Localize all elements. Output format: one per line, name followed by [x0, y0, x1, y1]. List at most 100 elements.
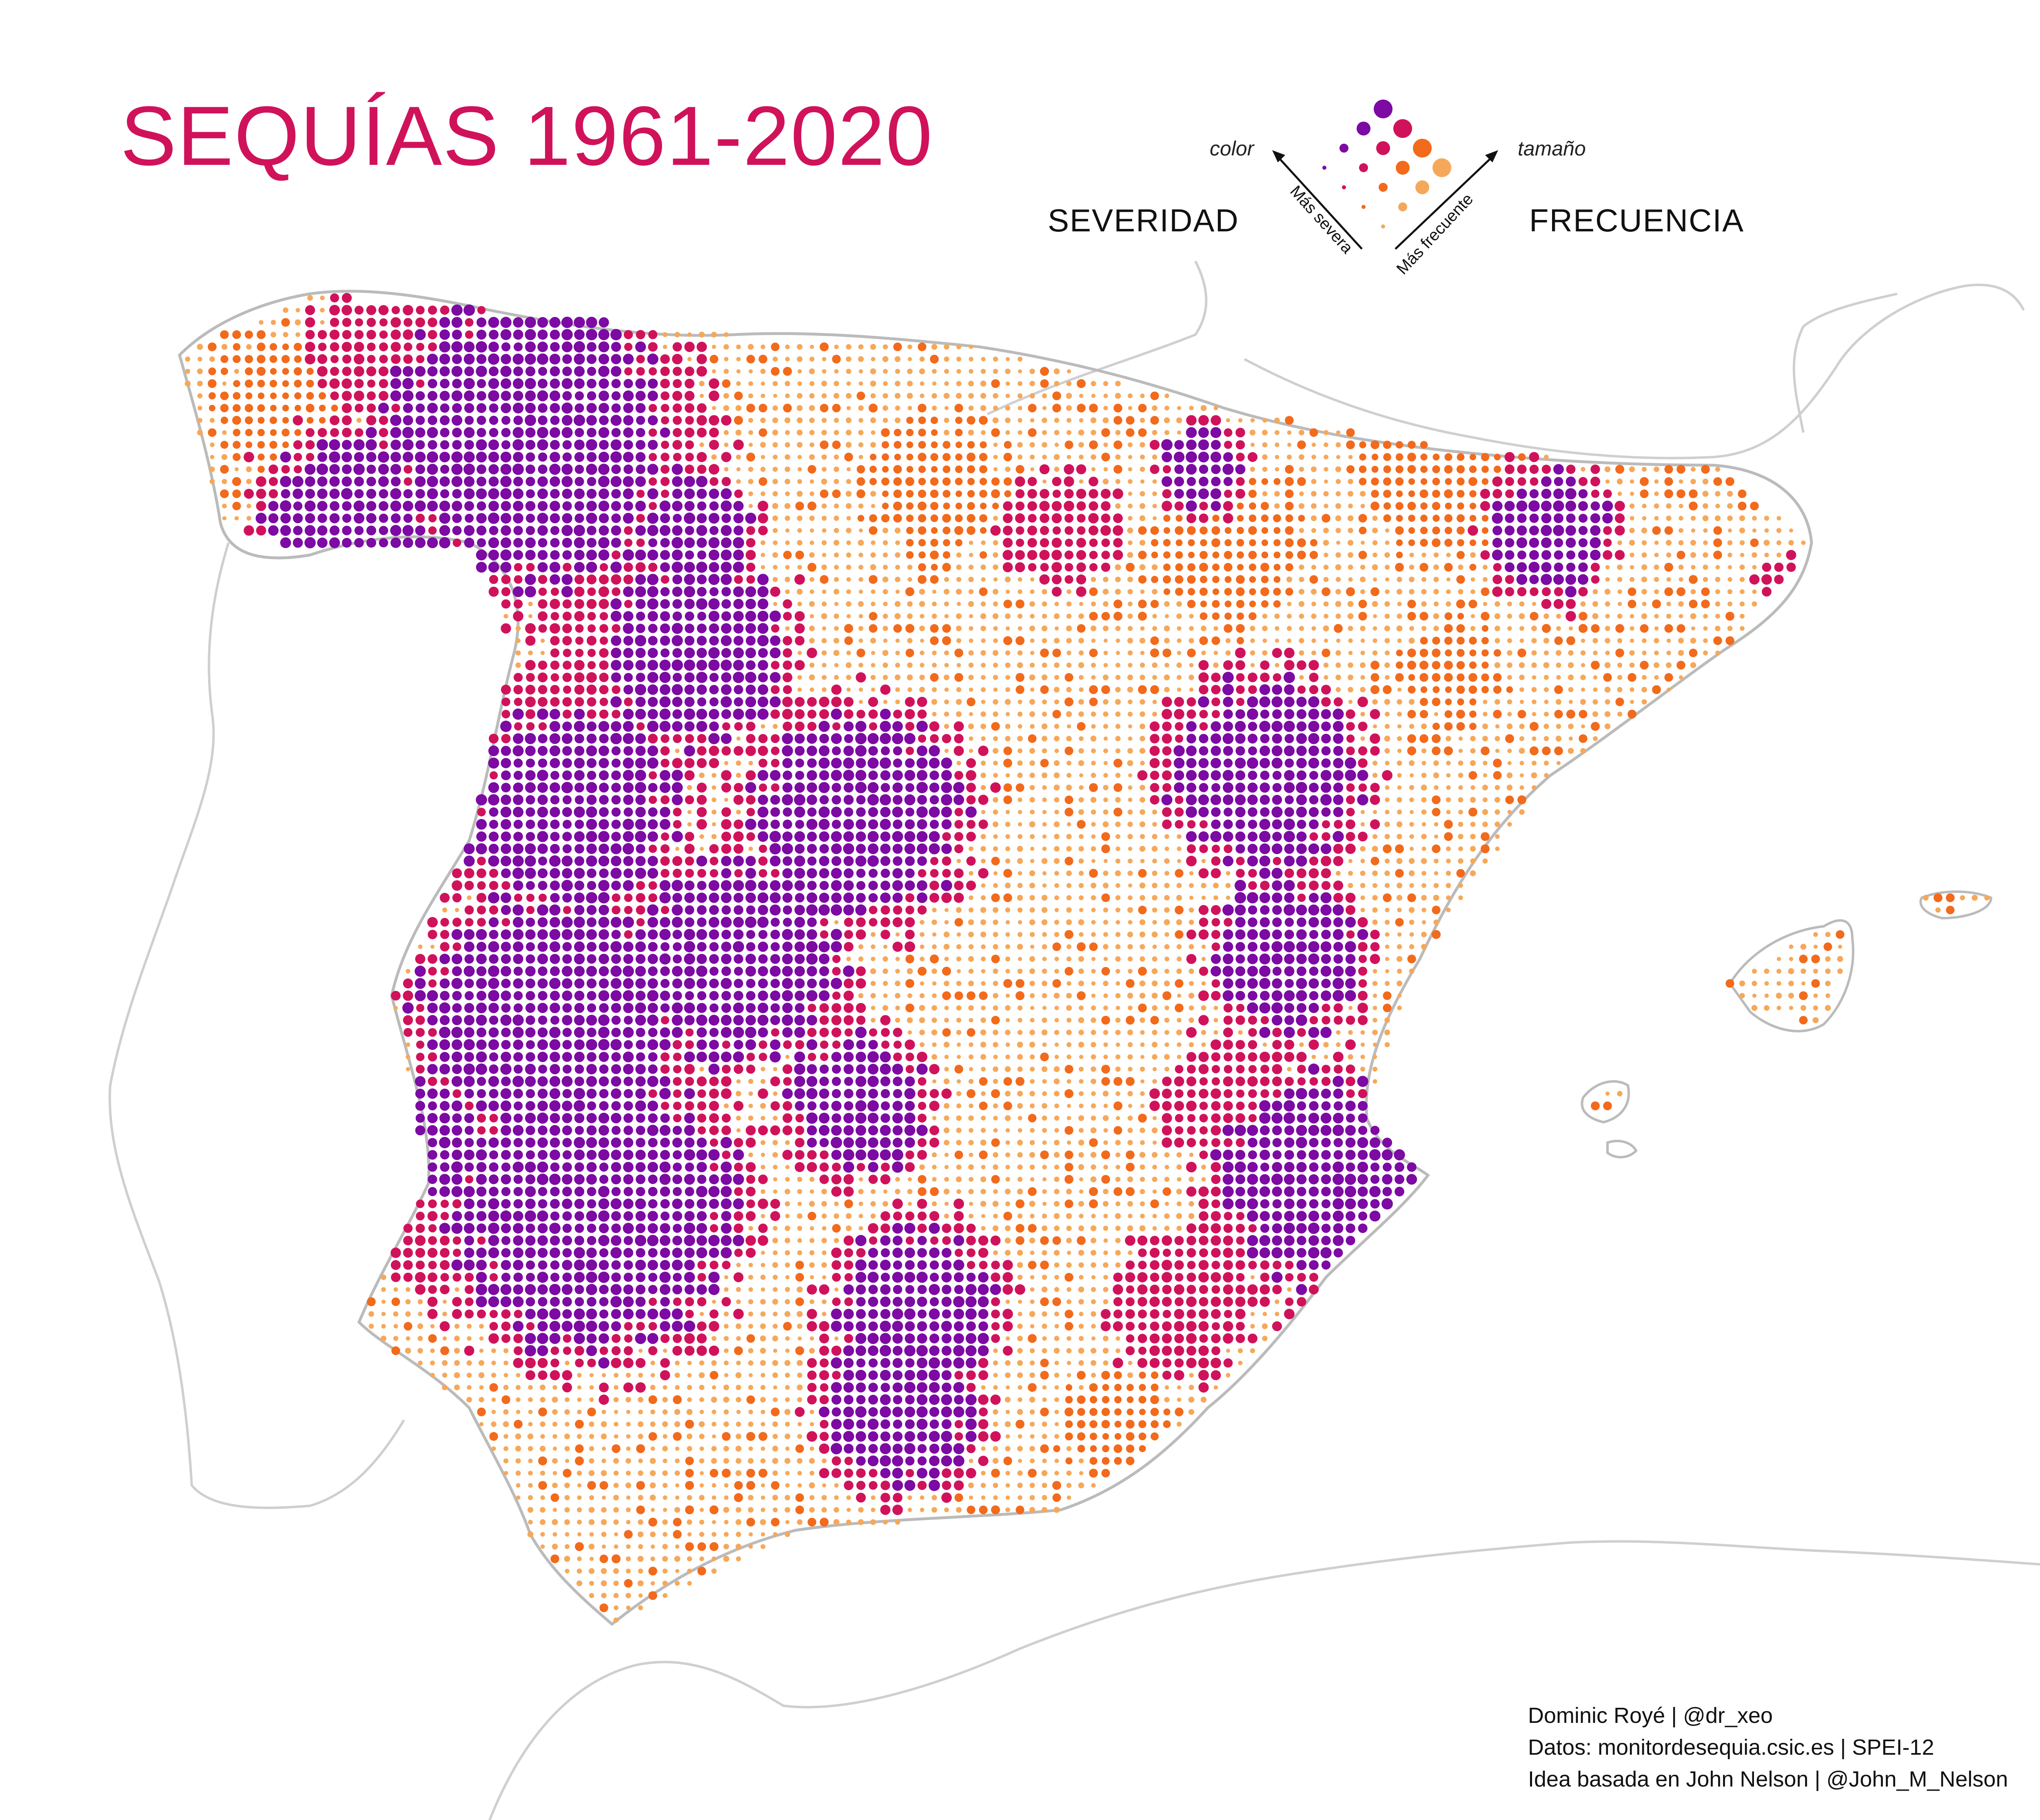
drought-dot — [1397, 809, 1402, 815]
drought-dot — [785, 479, 790, 484]
drought-dot — [724, 332, 729, 337]
drought-dot — [1235, 757, 1246, 769]
drought-dot — [1067, 418, 1071, 423]
drought-dot — [550, 660, 560, 670]
drought-dot — [280, 500, 291, 512]
drought-dot — [1456, 599, 1465, 608]
drought-dot — [794, 855, 805, 867]
drought-dot — [1003, 795, 1012, 804]
drought-dot — [1309, 930, 1319, 939]
drought-dot — [1236, 599, 1245, 608]
drought-dot — [562, 893, 572, 903]
drought-dot — [1115, 920, 1120, 925]
drought-dot — [329, 305, 340, 315]
drought-dot — [659, 708, 671, 720]
drought-dot — [1519, 687, 1524, 692]
drought-dot — [1518, 453, 1526, 461]
drought-dot — [929, 893, 939, 903]
drought-dot — [378, 305, 389, 315]
drought-dot — [672, 501, 683, 511]
drought-dot — [451, 464, 463, 475]
drought-dot — [427, 537, 438, 548]
drought-dot — [822, 589, 827, 594]
drought-dot — [769, 880, 781, 891]
drought-dot — [845, 442, 852, 448]
drought-dot — [1407, 465, 1416, 474]
drought-dot — [991, 722, 1000, 731]
drought-dot — [1738, 502, 1747, 510]
drought-dot — [782, 709, 793, 719]
drought-dot — [1507, 662, 1512, 668]
drought-dot — [1725, 636, 1734, 645]
drought-dot — [905, 783, 914, 792]
drought-dot — [953, 746, 964, 756]
drought-dot — [1409, 626, 1414, 631]
drought-dot — [1761, 574, 1772, 585]
drought-dot — [1286, 626, 1292, 631]
drought-dot — [993, 846, 998, 852]
drought-dot — [1408, 478, 1415, 485]
drought-dot — [244, 404, 253, 413]
drought-dot — [893, 856, 902, 866]
drought-dot — [623, 427, 634, 438]
drought-dot — [1458, 810, 1463, 815]
drought-dot — [1285, 416, 1294, 425]
drought-dot — [757, 635, 769, 646]
drought-dot — [920, 932, 925, 937]
drought-dot — [528, 601, 533, 606]
drought-dot — [635, 929, 646, 940]
drought-dot — [1519, 662, 1525, 668]
drought-dot — [796, 405, 803, 411]
drought-dot — [687, 785, 692, 790]
drought-dot — [907, 577, 912, 582]
drought-dot — [1432, 673, 1441, 682]
drought-dot — [476, 929, 487, 940]
drought-dot — [1603, 550, 1612, 560]
drought-dot — [1029, 368, 1035, 374]
drought-dot — [672, 366, 682, 376]
drought-dot — [611, 525, 621, 536]
drought-dot — [1177, 834, 1182, 839]
drought-dot — [525, 574, 536, 585]
drought-dot — [941, 806, 952, 818]
drought-dot — [647, 586, 659, 597]
drought-dot — [660, 477, 670, 486]
drought-dot — [918, 869, 927, 878]
drought-dot — [734, 685, 743, 695]
drought-dot — [733, 843, 744, 854]
drought-dot — [1335, 564, 1342, 570]
drought-dot — [1235, 904, 1246, 916]
drought-dot — [1666, 613, 1672, 619]
drought-dot — [661, 795, 670, 804]
drought-dot — [488, 317, 499, 328]
drought-dot — [1336, 541, 1340, 545]
drought-dot — [1199, 685, 1208, 695]
drought-dot — [1357, 794, 1368, 806]
drought-dot — [525, 415, 536, 426]
drought-dot — [709, 587, 719, 597]
drought-dot — [1605, 614, 1610, 619]
drought-dot — [537, 929, 548, 940]
drought-dot — [232, 477, 241, 486]
drought-dot — [623, 795, 634, 805]
drought-dot — [893, 489, 902, 498]
drought-dot — [870, 380, 876, 387]
drought-dot — [513, 795, 523, 805]
drought-dot — [1836, 930, 1845, 939]
drought-dot — [513, 599, 523, 609]
drought-dot — [846, 675, 851, 680]
drought-dot — [772, 515, 778, 521]
drought-dot — [635, 954, 646, 964]
drought-dot — [1519, 748, 1525, 754]
drought-dot — [1236, 697, 1245, 706]
drought-dot — [1272, 819, 1282, 830]
drought-dot — [1223, 513, 1233, 524]
drought-dot — [550, 403, 560, 413]
drought-dot — [758, 648, 768, 658]
drought-dot — [1679, 504, 1683, 508]
drought-dot — [1373, 577, 1377, 582]
drought-dot — [822, 663, 827, 668]
drought-dot — [1128, 406, 1133, 411]
drought-dot — [1786, 562, 1796, 572]
drought-dot — [1003, 759, 1012, 768]
